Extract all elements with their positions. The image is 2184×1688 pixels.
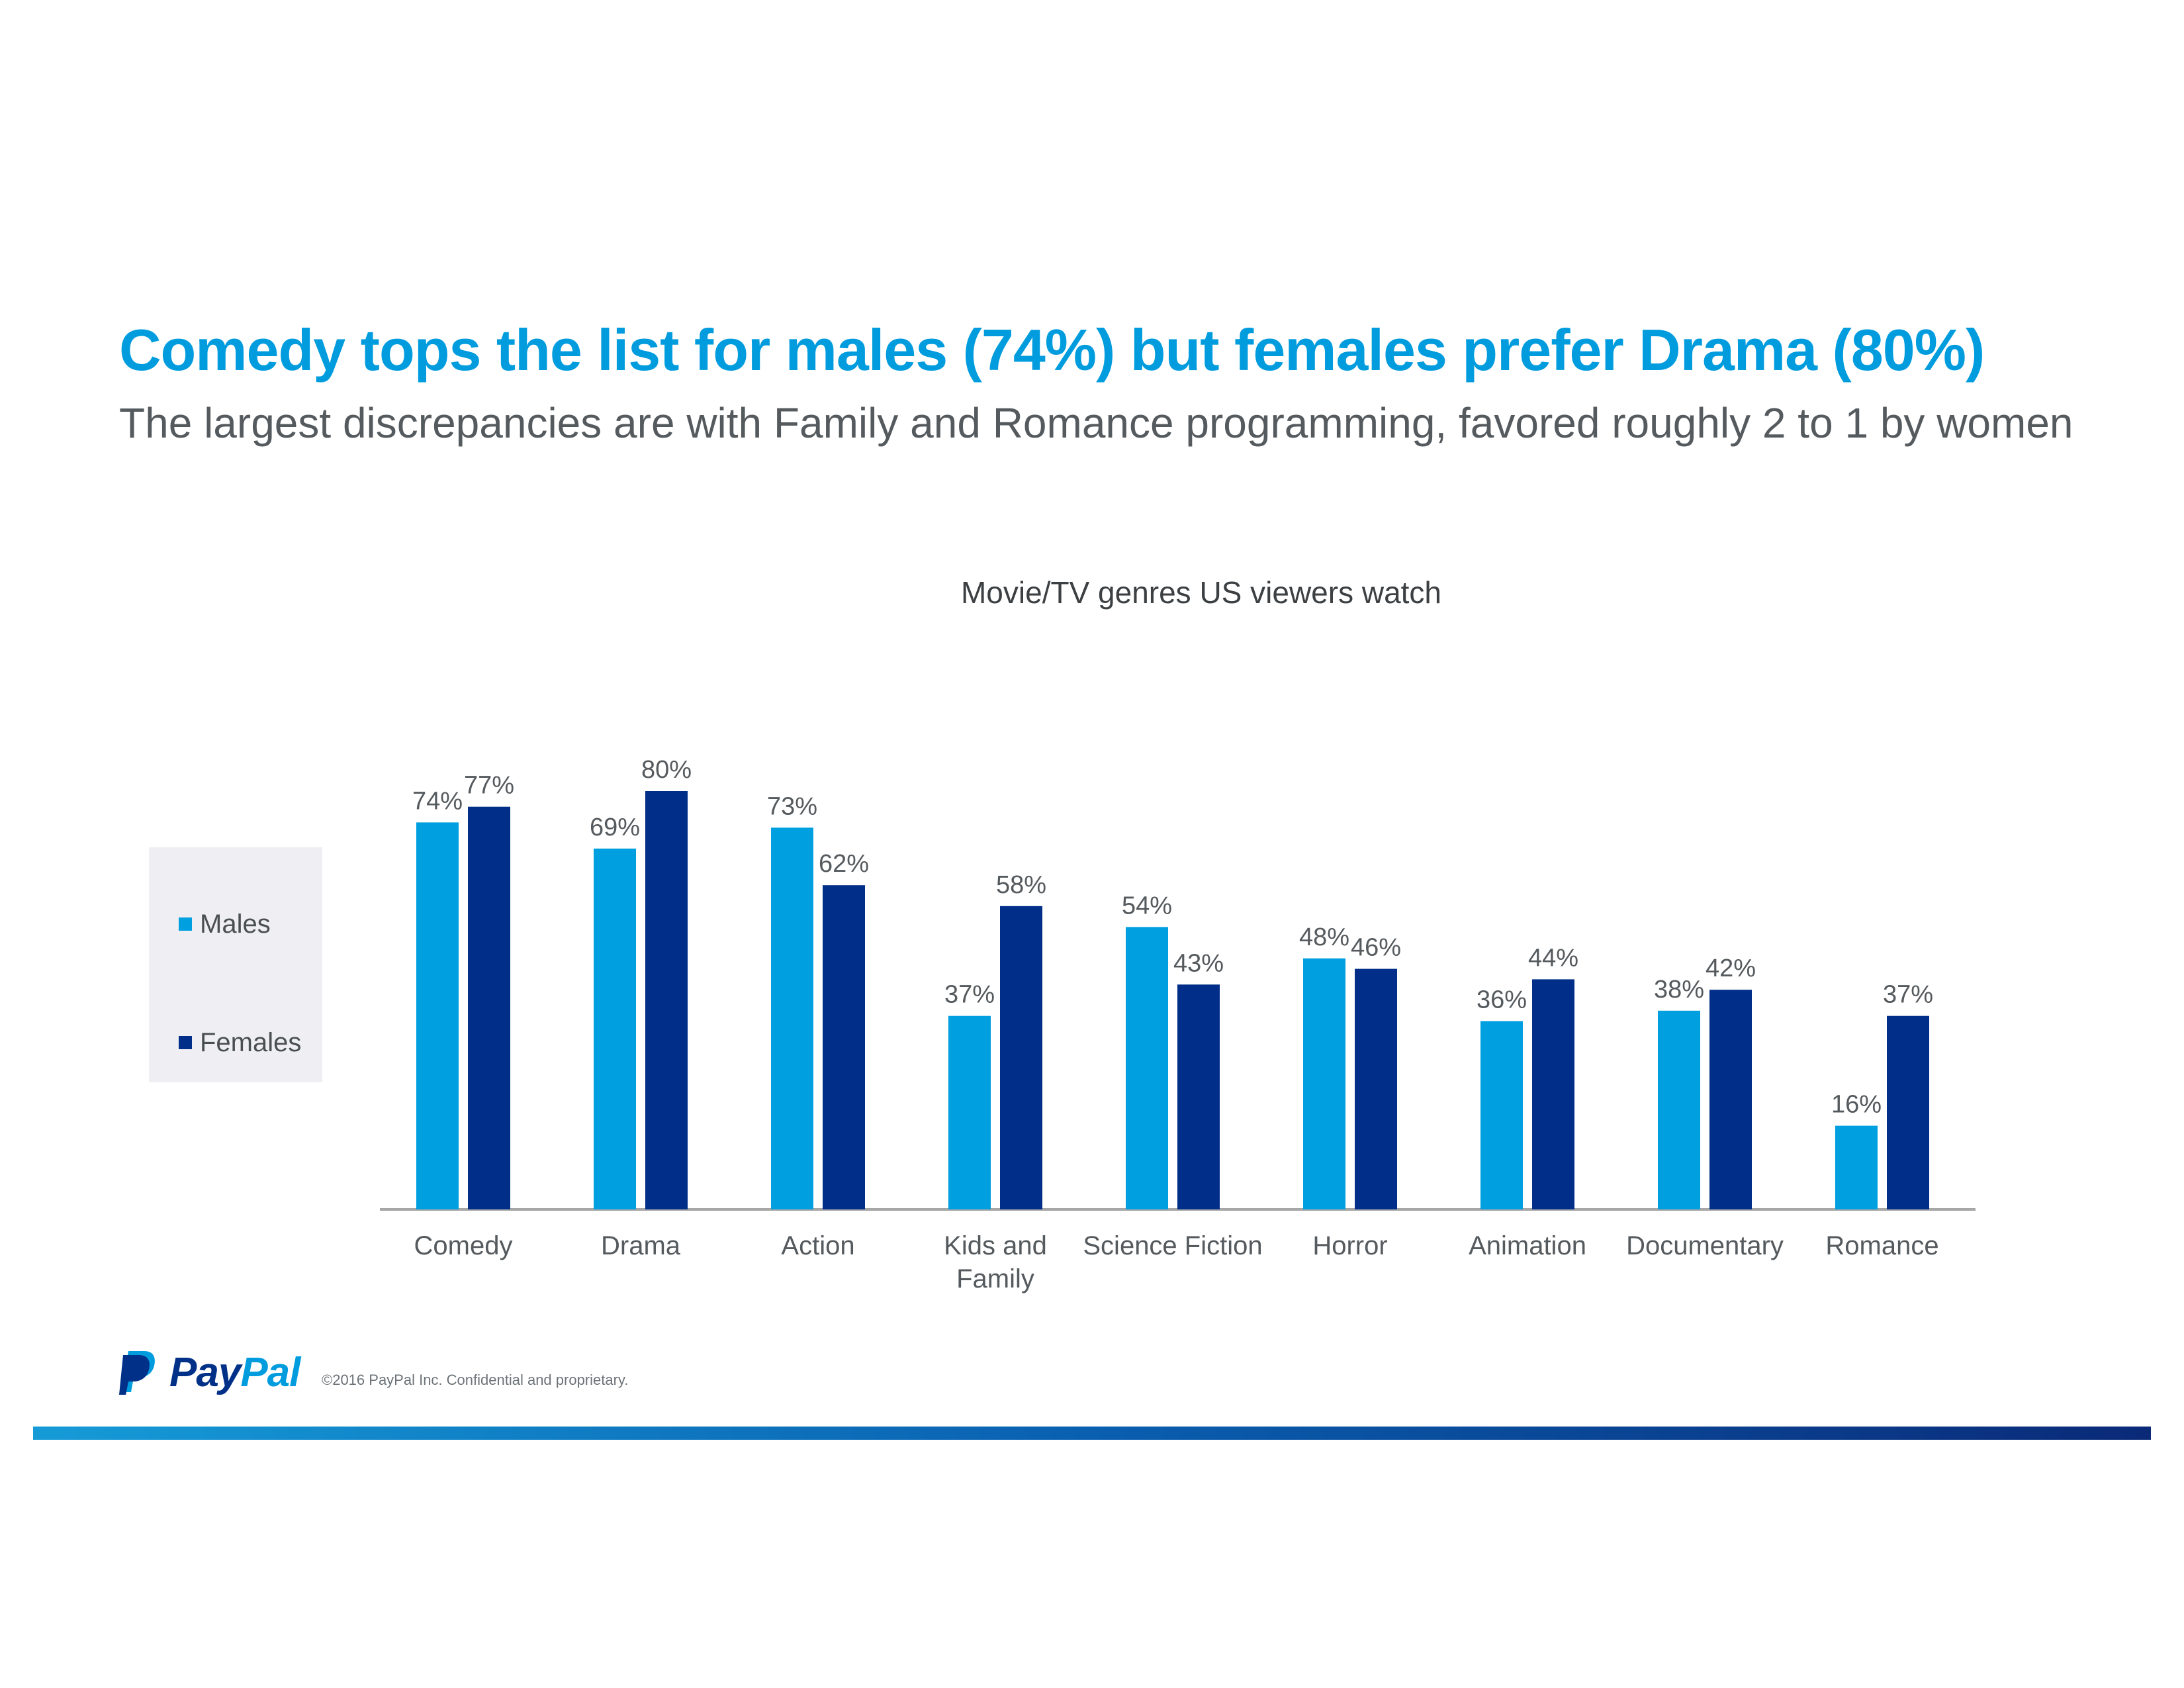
page-title: Comedy tops the list for males (74%) but…	[119, 317, 1985, 383]
bar-females-2	[645, 791, 688, 1209]
legend-item-males: Males	[179, 908, 271, 941]
data-label-females-4: 58%	[996, 871, 1046, 899]
copyright-text: ©2016 PayPal Inc. Confidential and propr…	[322, 1372, 629, 1388]
bar-males-3	[771, 827, 813, 1209]
data-label-males-9: 16%	[1831, 1091, 1882, 1119]
legend-item-females: Females	[179, 1026, 301, 1059]
x-tick-label-2: Drama	[601, 1231, 681, 1260]
data-label-males-4: 37%	[944, 981, 995, 1009]
bar-males-1	[416, 822, 459, 1209]
legend-label-males: Males	[200, 909, 271, 939]
data-label-females-2: 80%	[641, 756, 692, 784]
x-tick-label-7: Animation	[1469, 1231, 1586, 1260]
bar-males-9	[1835, 1125, 1878, 1209]
x-tick-label-6: Horror	[1312, 1231, 1387, 1260]
data-label-females-9: 37%	[1883, 981, 1933, 1009]
data-label-males-3: 73%	[767, 792, 817, 820]
bar-chart: 74%77% Comedy 69% 80% Drama 73% 62% Action 37% 58…	[380, 756, 1976, 1293]
legend-swatch-females	[179, 1036, 192, 1049]
paypal-wordmark-pal: Pal	[240, 1350, 300, 1395]
page-subtitle: The largest discrepancies are with Famil…	[119, 399, 2073, 447]
bar-females-1	[468, 806, 510, 1209]
data-label-males-8: 38%	[1654, 976, 1704, 1004]
data-label-females-3: 62%	[819, 850, 869, 878]
x-tick-label-8: Documentary	[1626, 1231, 1784, 1260]
legend-label-females: Females	[200, 1027, 302, 1057]
data-label-males-5: 54%	[1122, 892, 1172, 919]
legend-swatch-males	[179, 917, 192, 931]
data-label-males-2: 69%	[590, 814, 640, 841]
x-tick-label-3: Action	[781, 1231, 854, 1260]
data-label-females-6: 46%	[1351, 934, 1401, 962]
data-label-females-1: 77%	[464, 772, 514, 800]
bar-males-7	[1480, 1021, 1523, 1209]
bar-males-8	[1658, 1010, 1700, 1209]
data-label-males-7: 36%	[1477, 986, 1527, 1014]
x-tick-label-9: Romance	[1825, 1231, 1938, 1260]
data-label-males-6: 48%	[1299, 923, 1349, 951]
x-tick-label-4: Kids and	[944, 1231, 1047, 1260]
data-label-females-7: 44%	[1528, 944, 1578, 972]
x-tick-label-4-line2: Family	[956, 1264, 1034, 1293]
bar-females-5	[1177, 984, 1220, 1209]
bar-males-2	[594, 848, 636, 1209]
paypal-wordmark-pay: Pay	[169, 1350, 241, 1395]
bar-females-4	[1000, 906, 1042, 1209]
bar-males-6	[1303, 958, 1345, 1209]
chart-title: Movie/TV genres US viewers watch	[960, 575, 1442, 610]
x-tick-label-5: Science Fiction	[1083, 1231, 1262, 1260]
paypal-wordmark: PayPal	[169, 1349, 300, 1396]
bar-females-9	[1887, 1015, 1929, 1209]
bar-females-3	[823, 885, 865, 1209]
x-tick-label-1: Comedy	[414, 1231, 513, 1260]
bar-females-6	[1355, 968, 1397, 1209]
bar-females-8	[1709, 990, 1752, 1209]
data-label-males-1: 74%	[412, 787, 463, 815]
paypal-logo: PayPal	[119, 1349, 300, 1396]
footer-gradient-bar	[33, 1427, 2151, 1440]
data-label-females-8: 42%	[1706, 955, 1756, 982]
chart-legend: Males Females	[149, 847, 322, 1082]
data-label-females-5: 43%	[1173, 949, 1224, 977]
bar-males-4	[948, 1015, 991, 1209]
bar-males-5	[1126, 927, 1168, 1209]
bar-females-7	[1532, 979, 1574, 1209]
paypal-logo-icon	[119, 1350, 155, 1395]
